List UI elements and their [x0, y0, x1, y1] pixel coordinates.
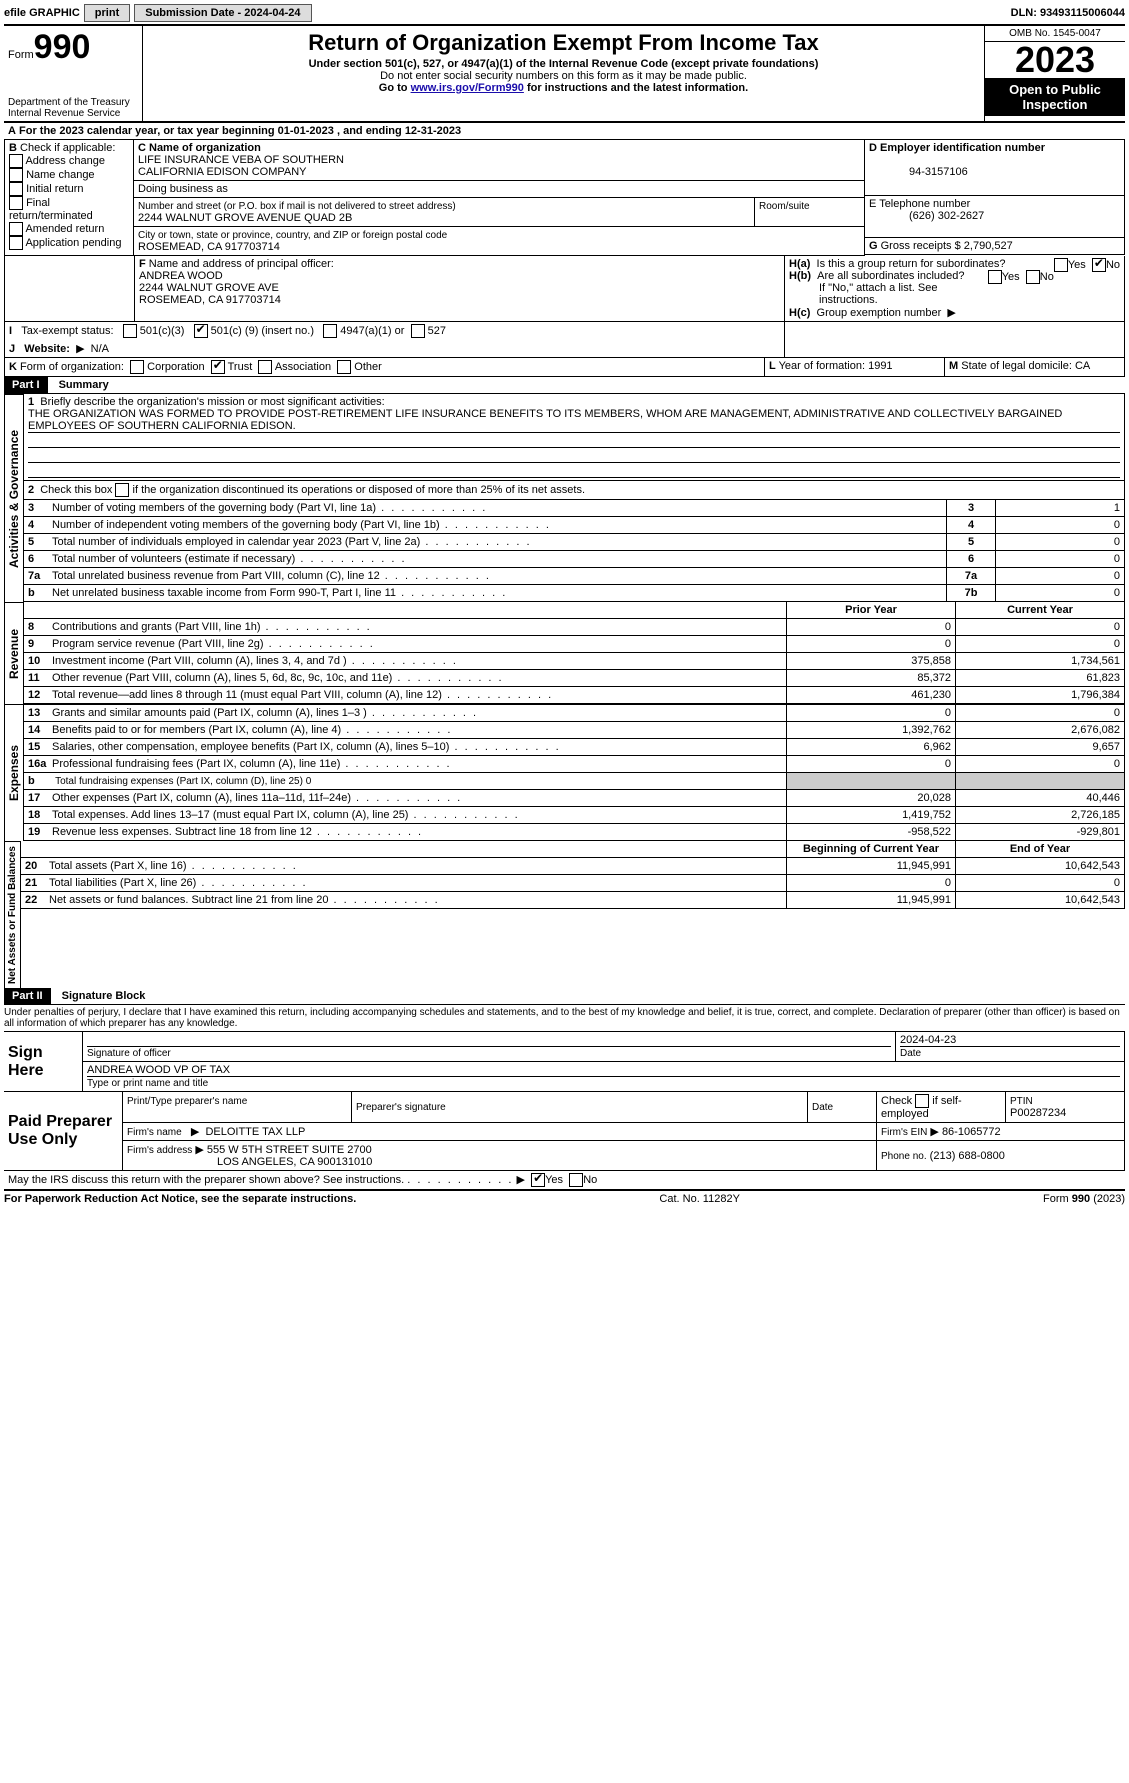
tax-year: 2023 — [985, 42, 1125, 78]
side-label-exp: Expenses — [4, 704, 24, 841]
summary-rev-table: Prior Year Current Year 8Contributions a… — [24, 602, 1125, 704]
section-c-city: City or town, state or province, country… — [134, 227, 865, 256]
summary-net-table: Beginning of Current Year End of Year 20… — [21, 841, 1125, 909]
signature-table: Sign Here Signature of officer 2024-04-2… — [4, 1031, 1125, 1092]
perjury-statement: Under penalties of perjury, I declare th… — [4, 1005, 1125, 1031]
checkbox-corp[interactable] — [130, 360, 144, 374]
section-b: B Check if applicable: Address change Na… — [4, 140, 134, 256]
checkbox-4947[interactable] — [323, 324, 337, 338]
section-l: L Year of formation: 1991 — [765, 358, 945, 377]
summary-exp-table: 13Grants and similar amounts paid (Part … — [24, 704, 1125, 841]
section-g: G Gross receipts $ 2,790,527 — [865, 238, 1125, 255]
checkbox-ha-yes[interactable] — [1054, 258, 1068, 272]
submission-date: Submission Date - 2024-04-24 — [134, 4, 311, 22]
checkbox-501c[interactable] — [194, 324, 208, 338]
ssn-warning: Do not enter social security numbers on … — [147, 70, 980, 82]
section-k: K Form of organization: Corporation Trus… — [4, 358, 765, 377]
checkbox-trust[interactable] — [211, 360, 225, 374]
checkbox-name-change[interactable] — [9, 168, 23, 182]
part-ii-header: Part II — [4, 988, 51, 1004]
irs-link[interactable]: www.irs.gov/Form990 — [411, 82, 524, 94]
top-bar: efile GRAPHIC print Submission Date - 20… — [4, 4, 1125, 26]
checkbox-hb-yes[interactable] — [988, 270, 1002, 284]
checkbox-527[interactable] — [411, 324, 425, 338]
line-a: A For the 2023 calendar year, or tax yea… — [4, 123, 1125, 140]
discuss-line: May the IRS discuss this return with the… — [4, 1171, 1125, 1190]
part-i-header: Part I — [4, 377, 48, 393]
section-i: I Tax-exempt status: 501(c)(3) 501(c) (9… — [9, 324, 780, 338]
section-c-name: C Name of organization LIFE INSURANCE VE… — [134, 140, 865, 181]
section-h: H(a) Is this a group return for subordin… — [785, 256, 1125, 322]
part-ii-title: Signature Block — [54, 988, 154, 1004]
dept-line1: Department of the Treasury — [8, 97, 138, 108]
section-c-street: Number and street (or P.O. box if mail i… — [134, 198, 755, 227]
checkbox-other[interactable] — [337, 360, 351, 374]
dept-line2: Internal Revenue Service — [8, 108, 138, 119]
checkbox-amended[interactable] — [9, 222, 23, 236]
part-i-title: Summary — [51, 377, 117, 393]
page-footer: For Paperwork Reduction Act Notice, see … — [4, 1190, 1125, 1205]
checkbox-address-change[interactable] — [9, 154, 23, 168]
print-button[interactable]: print — [84, 4, 130, 22]
form-title: Return of Organization Exempt From Incom… — [147, 30, 980, 56]
checkbox-final-return[interactable] — [9, 196, 23, 210]
checkbox-ha-no[interactable] — [1092, 258, 1106, 272]
section-c-room: Room/suite — [755, 198, 865, 227]
checkbox-self-employed[interactable] — [915, 1094, 929, 1108]
section-c-dba: Doing business as — [134, 181, 865, 198]
checkbox-discuss-no[interactable] — [569, 1173, 583, 1187]
section-m: M State of legal domicile: CA — [945, 358, 1125, 377]
checkbox-discontinued[interactable] — [115, 483, 129, 497]
form-subtitle: Under section 501(c), 527, or 4947(a)(1)… — [147, 58, 980, 70]
preparer-table: Paid Preparer Use Only Print/Type prepar… — [4, 1092, 1125, 1171]
checkbox-501c3[interactable] — [123, 324, 137, 338]
form-header: Form990 Department of the Treasury Inter… — [4, 26, 1125, 123]
checkbox-initial-return[interactable] — [9, 182, 23, 196]
checkbox-assoc[interactable] — [258, 360, 272, 374]
side-label-ag: Activities & Governance — [4, 394, 24, 602]
goto-line: Go to www.irs.gov/Form990 for instructio… — [147, 82, 980, 94]
checkbox-hb-no[interactable] — [1026, 270, 1040, 284]
efile-label: efile GRAPHIC — [4, 7, 80, 19]
section-e: E Telephone number (626) 302-2627 — [865, 196, 1125, 238]
section-j: J Website: ▶ N/A — [9, 342, 780, 355]
form-number: 990 — [34, 28, 91, 66]
form-label: Form — [8, 49, 34, 61]
checkbox-app-pending[interactable] — [9, 236, 23, 250]
summary-ag-table: 1 Briefly describe the organization's mi… — [24, 394, 1125, 602]
section-f: F Name and address of principal officer:… — [134, 256, 785, 322]
side-label-net: Net Assets or Fund Balances — [4, 841, 21, 988]
side-label-rev: Revenue — [4, 602, 24, 704]
open-to-public: Open to Public Inspection — [985, 78, 1125, 116]
section-d: D Employer identification number 94-3157… — [865, 140, 1125, 196]
dln-label: DLN: 93493115006044 — [1011, 7, 1125, 19]
checkbox-discuss-yes[interactable] — [531, 1173, 545, 1187]
